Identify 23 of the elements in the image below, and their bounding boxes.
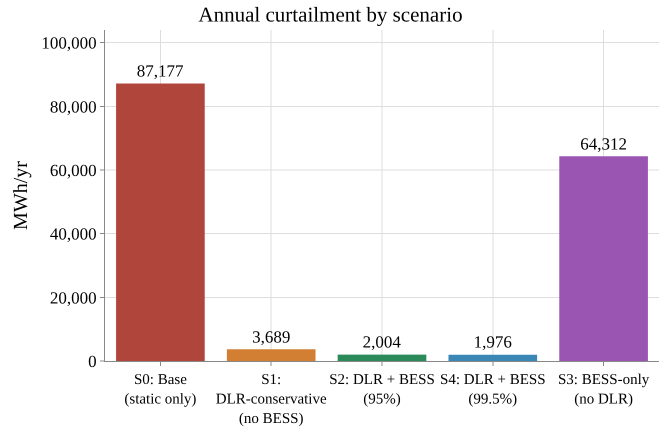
- data-label: 1,976: [474, 332, 512, 352]
- y-tick-label: 20,000: [50, 288, 97, 308]
- data-label: 87,177: [136, 62, 184, 81]
- x-tick-label: S4: DLR + BESS (99.5%): [440, 372, 546, 408]
- x-tick-label: S1: DLR-conservative (no BESS): [216, 372, 327, 427]
- y-axis-title: MWh/yr: [10, 160, 32, 230]
- data-label: 2,004: [362, 332, 402, 352]
- bar: [338, 354, 426, 361]
- bar: [559, 156, 648, 361]
- x-tick-label: S0: Base (static only): [124, 372, 196, 408]
- data-label: 3,689: [252, 327, 290, 346]
- x-tick-label: S3: BESS-only (no DLR): [558, 372, 650, 408]
- bar: [116, 84, 205, 361]
- bar: [448, 354, 538, 361]
- bar: [226, 349, 316, 361]
- y-tick-label: 100,000: [41, 34, 97, 53]
- y-tick-label: 80,000: [50, 97, 97, 116]
- data-label: 64,312: [580, 134, 627, 154]
- y-tick-label: 60,000: [50, 160, 97, 180]
- x-tick-label: S2: DLR + BESS (95%): [329, 372, 435, 408]
- y-tick-label: 0: [88, 352, 97, 371]
- chart-title: Annual curtailment by scenario: [198, 2, 463, 26]
- y-tick-label: 40,000: [50, 224, 97, 244]
